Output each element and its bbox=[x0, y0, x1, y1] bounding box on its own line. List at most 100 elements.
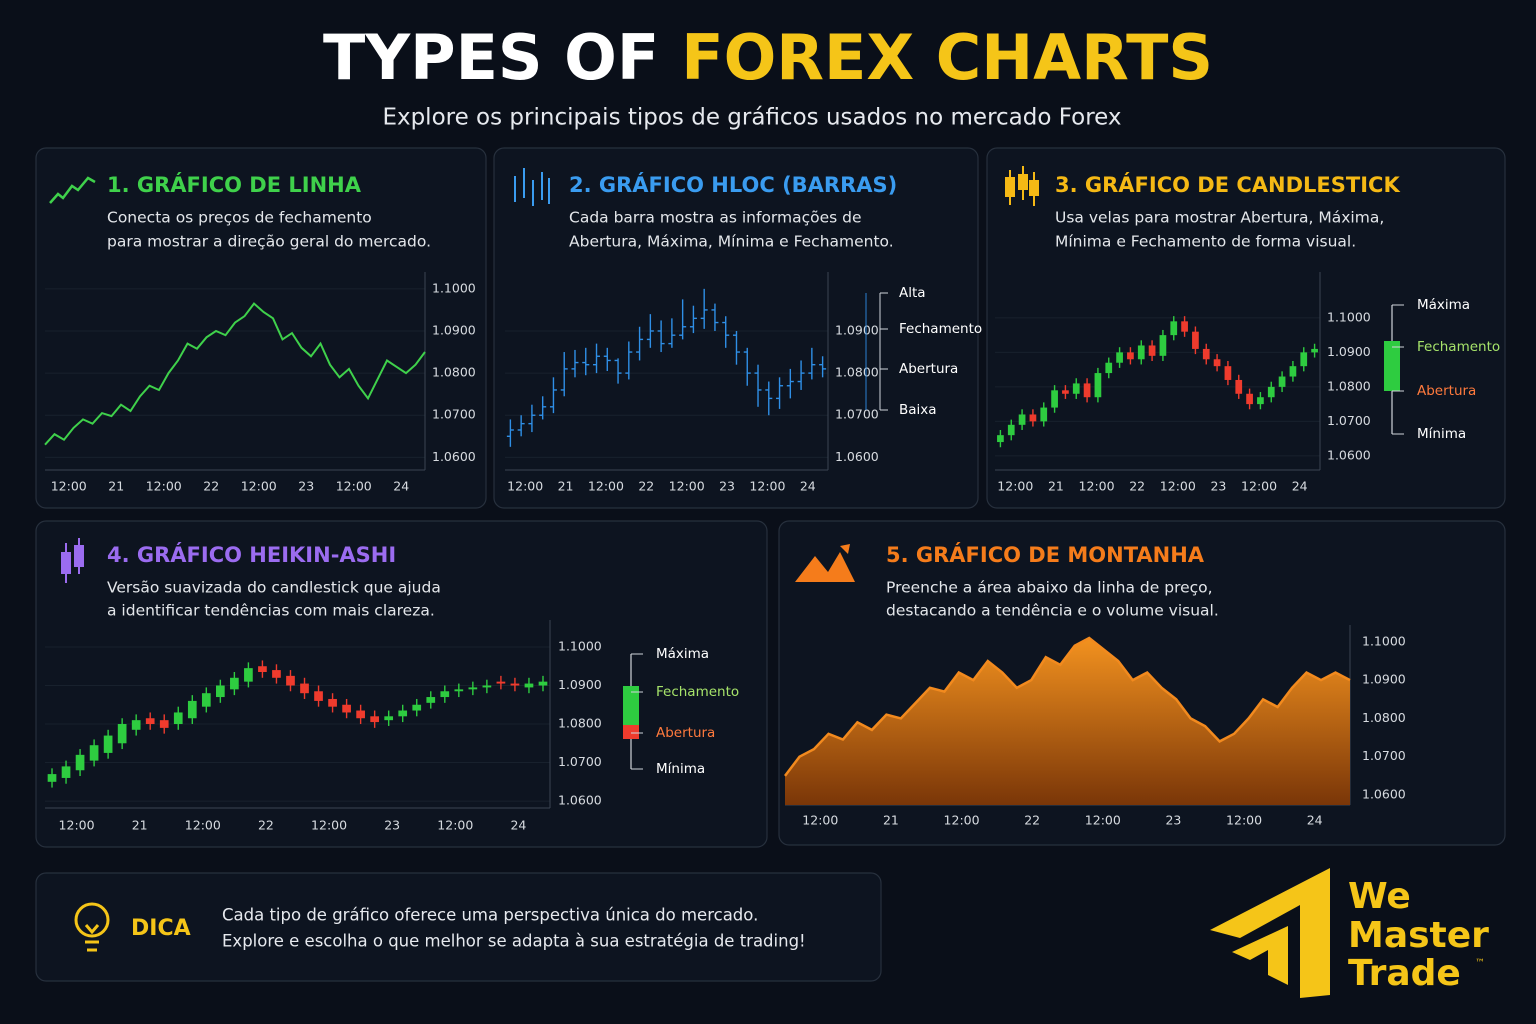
tip-text: Explore e escolha o que melhor se adapta… bbox=[222, 932, 806, 951]
chart-description: destacando a tendência e o volume visual… bbox=[886, 602, 1219, 620]
candle-body bbox=[1105, 362, 1113, 374]
candle-body bbox=[356, 710, 365, 719]
y-tick-label: 1.0900 bbox=[1327, 344, 1371, 359]
panel bbox=[35, 520, 768, 848]
candle-body bbox=[1300, 352, 1308, 367]
x-tick-label: 23 bbox=[384, 818, 400, 833]
y-tick-label: 1.0700 bbox=[835, 407, 879, 422]
candle-body bbox=[1007, 424, 1015, 436]
x-tick-label: 12:00 bbox=[1226, 813, 1262, 828]
candle-body bbox=[230, 677, 239, 690]
candle-body bbox=[440, 691, 450, 698]
legend-glyph bbox=[623, 725, 639, 739]
x-tick-label: 22 bbox=[203, 479, 219, 494]
x-tick-label: 12:00 bbox=[1160, 479, 1196, 494]
x-tick-label: 23 bbox=[1210, 479, 1226, 494]
heikin-icon bbox=[61, 538, 84, 583]
mountain-line bbox=[784, 636, 1351, 777]
candle-body bbox=[300, 683, 309, 694]
title-part: FOREX CHARTS bbox=[681, 21, 1213, 94]
y-tick-label: 1.0600 bbox=[1327, 447, 1371, 462]
candle-body bbox=[1267, 386, 1275, 398]
x-tick-label: 21 bbox=[558, 479, 574, 494]
chart-title: 1. GRÁFICO DE LINHA bbox=[107, 172, 362, 197]
candle-body bbox=[1202, 348, 1210, 360]
x-tick-label: 12:00 bbox=[588, 479, 624, 494]
x-tick-label: 12:00 bbox=[185, 818, 221, 833]
chart-description: para mostrar a direção geral do mercado. bbox=[107, 233, 431, 251]
y-tick-label: 1.1000 bbox=[1327, 309, 1371, 324]
x-tick-label: 12:00 bbox=[1085, 813, 1121, 828]
panel bbox=[35, 147, 487, 509]
chart-title: 5. GRÁFICO DE MONTANHA bbox=[886, 542, 1205, 567]
logo-text: Master bbox=[1348, 915, 1489, 956]
candle-body bbox=[1213, 359, 1221, 367]
line-icon bbox=[49, 176, 96, 204]
candle-body bbox=[384, 716, 394, 721]
candle-body bbox=[215, 685, 225, 698]
legend-label: Mínima bbox=[1417, 426, 1466, 442]
candle-body bbox=[1029, 414, 1037, 422]
candle-body bbox=[244, 668, 253, 682]
candle-body bbox=[370, 716, 380, 723]
x-tick-label: 24 bbox=[1307, 813, 1323, 828]
chart-description: Abertura, Máxima, Mínima e Fechamento. bbox=[569, 233, 894, 251]
candle-body bbox=[468, 687, 478, 690]
logo-text: We bbox=[1348, 876, 1411, 917]
y-tick-label: 1.0600 bbox=[1362, 787, 1406, 802]
x-tick-label: 12:00 bbox=[59, 818, 95, 833]
candle-body bbox=[1062, 390, 1069, 394]
candle-body bbox=[131, 720, 141, 730]
logo-text: Trade bbox=[1348, 953, 1461, 994]
candle-body bbox=[1051, 390, 1058, 408]
y-tick-label: 1.0900 bbox=[558, 677, 602, 692]
x-tick-label: 24 bbox=[393, 479, 409, 494]
candle-body bbox=[426, 697, 436, 703]
candle-body bbox=[1040, 407, 1048, 422]
candle-body bbox=[61, 766, 71, 778]
y-tick-label: 1.0700 bbox=[1362, 748, 1406, 763]
x-tick-label: 12:00 bbox=[241, 479, 277, 494]
x-tick-label: 24 bbox=[1292, 479, 1308, 494]
y-tick-label: 1.0900 bbox=[1362, 672, 1406, 687]
candle-body bbox=[159, 720, 169, 728]
candle-body bbox=[286, 675, 295, 686]
y-tick-label: 1.1000 bbox=[1362, 633, 1406, 648]
x-tick-label: 12:00 bbox=[51, 479, 87, 494]
x-tick-label: 22 bbox=[1129, 479, 1145, 494]
y-tick-label: 1.0700 bbox=[558, 754, 602, 769]
candle-body bbox=[1192, 331, 1199, 349]
candle-body bbox=[201, 693, 211, 707]
x-tick-label: 23 bbox=[298, 479, 314, 494]
x-tick-label: 12:00 bbox=[749, 479, 785, 494]
legend-label: Abertura bbox=[1417, 383, 1476, 399]
candle-body bbox=[258, 666, 267, 673]
logo-trademark: ™ bbox=[1475, 958, 1485, 969]
candle-body bbox=[1181, 321, 1188, 332]
panel bbox=[493, 147, 979, 509]
legend-label: Fechamento bbox=[1417, 339, 1500, 355]
candle-body bbox=[1116, 352, 1123, 363]
x-tick-label: 22 bbox=[1024, 813, 1040, 828]
x-tick-label: 23 bbox=[719, 479, 735, 494]
candle-body bbox=[1148, 345, 1156, 356]
chart-description: Preenche a área abaixo da linha de preço… bbox=[886, 579, 1213, 597]
candle-body bbox=[1072, 383, 1080, 394]
candle-body bbox=[997, 435, 1004, 443]
candle-body bbox=[524, 683, 534, 688]
x-tick-label: 12:00 bbox=[311, 818, 347, 833]
panel bbox=[986, 147, 1506, 509]
x-tick-label: 21 bbox=[132, 818, 148, 833]
y-tick-label: 1.0800 bbox=[1362, 710, 1406, 725]
logo-mark bbox=[1210, 868, 1330, 998]
candle-body bbox=[173, 712, 183, 725]
candle-body bbox=[1224, 366, 1232, 380]
chart-title: 4. GRÁFICO HEIKIN-ASHI bbox=[107, 542, 396, 567]
x-tick-label: 21 bbox=[108, 479, 124, 494]
candle-body bbox=[47, 774, 57, 782]
candle-icon bbox=[1005, 166, 1039, 206]
candle-body bbox=[510, 683, 520, 686]
candle-body bbox=[1159, 335, 1167, 356]
chart-description: Versão suavizada do candlestick que ajud… bbox=[107, 579, 441, 597]
